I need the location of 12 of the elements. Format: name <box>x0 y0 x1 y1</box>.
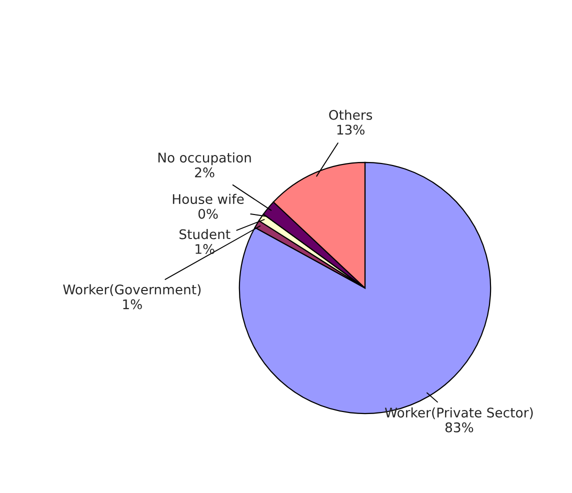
category-label: House wife <box>172 194 244 204</box>
slice-label: No occupation <box>158 152 251 166</box>
data-label: 2% <box>195 167 214 178</box>
data-label: 1% <box>123 299 142 310</box>
slice-label: Worker(Government) <box>63 284 201 296</box>
slice-label: Student <box>180 229 230 240</box>
slice-label: Others <box>329 110 372 120</box>
data-label: 83% <box>445 422 474 432</box>
slice-label: Worker(Private Sector) <box>384 407 533 420</box>
text: 0% <box>198 208 218 219</box>
data-label: 1% <box>196 244 214 254</box>
data-label: 13% <box>337 124 364 135</box>
